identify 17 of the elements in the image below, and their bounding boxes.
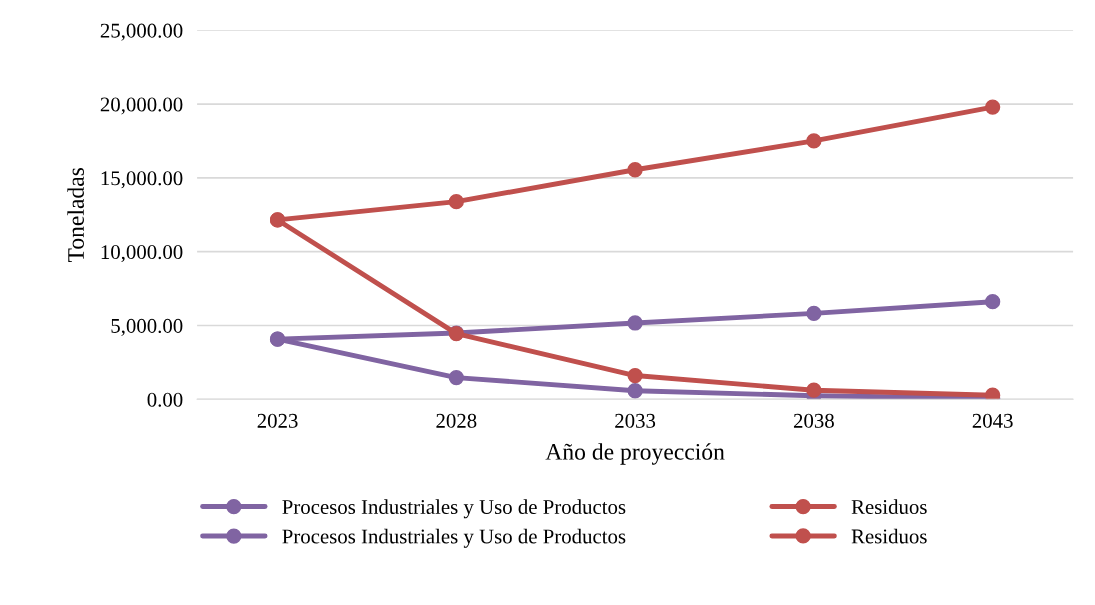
x-tick-label: 2033 xyxy=(615,413,656,428)
y-tick-label: 5,000.00 xyxy=(111,318,183,336)
x-tick-label: 2043 xyxy=(972,413,1013,428)
x-tick-label: 2028 xyxy=(436,413,477,428)
y-tick-label: 15,000.00 xyxy=(101,171,183,189)
y-tick-label: 10,000.00 xyxy=(101,245,183,263)
legend-label: Residuos xyxy=(851,499,927,515)
legend-label: Procesos Industriales y Uso de Productos xyxy=(282,528,626,548)
legend-label: Residuos xyxy=(851,528,927,544)
y-tick-label: 25,000.00 xyxy=(100,23,183,41)
x-tick-label: 2038 xyxy=(793,413,834,428)
y-axis-title: Toneladas xyxy=(67,167,84,263)
legend-label: Procesos Industriales y Uso de Productos xyxy=(282,499,626,519)
x-axis-title: Año de proyección xyxy=(545,443,725,465)
x-tick-label: 2023 xyxy=(257,413,298,428)
y-tick-label: 0.00 xyxy=(147,392,183,407)
y-tick-label: 20,000.00 xyxy=(100,97,183,115)
